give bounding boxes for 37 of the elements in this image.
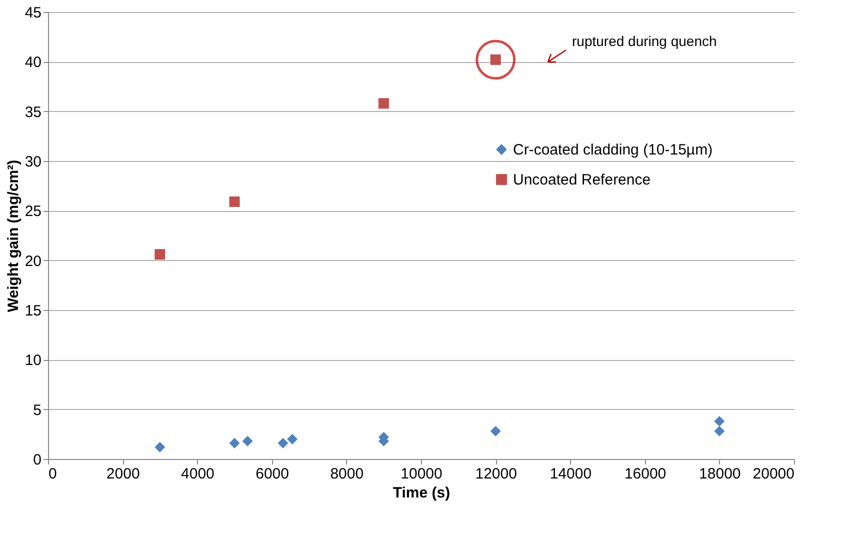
point (229, 438, 240, 448)
x-tick-label: 6000 (256, 466, 289, 482)
point (229, 196, 240, 207)
point (278, 438, 288, 448)
x-tick-label: 8000 (330, 466, 364, 482)
x-tick-label: 12000 (475, 466, 517, 482)
x-tick-label: 4000 (181, 466, 214, 482)
x-tick-label: 0 (48, 466, 57, 482)
y-tick-label: 45 (24, 4, 42, 22)
y-tick-label: 30 (24, 154, 42, 170)
x-tick-label: 16000 (624, 466, 666, 482)
x-tick-label: 20000 (752, 466, 794, 482)
point (714, 426, 725, 436)
point (378, 98, 389, 109)
y-tick-label: 15 (24, 302, 42, 320)
point (714, 416, 725, 426)
y-tick-label: 10 (24, 352, 42, 370)
y-tick-label: 40 (24, 54, 42, 72)
x-tick-label: 18000 (699, 466, 741, 482)
annotation: ruptured during quench (572, 33, 717, 49)
y-tick-label: 20 (24, 252, 42, 270)
point (154, 442, 166, 452)
y-tick-label: 35 (24, 104, 42, 121)
x-axis-title: Time (s) (392, 484, 450, 502)
y-tick-label: 5 (33, 402, 42, 419)
x-tick-label: 14000 (550, 466, 592, 482)
point (287, 434, 298, 444)
x-tick-label: 2000 (106, 466, 140, 482)
y-tick-label: 0 (33, 452, 42, 468)
legend-label: Uncoated Reference (513, 172, 651, 188)
y-tick-label: 25 (24, 203, 42, 220)
point (154, 249, 166, 260)
point (242, 436, 253, 446)
y-axis-title: Weight gain (mg/cm²) (4, 160, 22, 312)
point (490, 426, 501, 436)
legend-label: Cr-coated cladding (10-15µm) (513, 142, 713, 158)
x-tick-label: 10000 (400, 466, 442, 482)
